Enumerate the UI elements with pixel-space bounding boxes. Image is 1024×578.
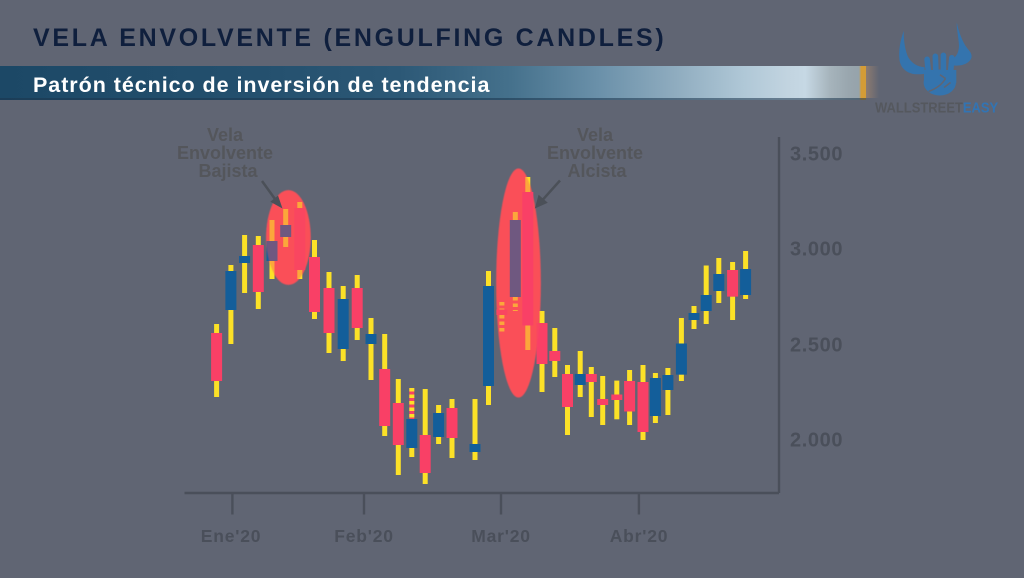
svg-text:3.000: 3.000 (790, 239, 843, 261)
svg-text:2.000: 2.000 (790, 430, 843, 452)
svg-text:Feb'20: Feb'20 (334, 526, 394, 546)
svg-text:Ene'20: Ene'20 (201, 526, 262, 546)
svg-text:Vela: Vela (577, 125, 614, 145)
svg-text:Envolvente: Envolvente (177, 143, 273, 163)
svg-text:Envolvente: Envolvente (547, 143, 643, 163)
svg-text:Abr'20: Abr'20 (610, 526, 669, 546)
svg-text:Mar'20: Mar'20 (471, 526, 531, 546)
svg-text:3.500: 3.500 (790, 144, 843, 166)
svg-text:WALLSTREETEASY: WALLSTREETEASY (875, 99, 999, 116)
svg-text:2.500: 2.500 (790, 335, 843, 357)
svg-text:Vela: Vela (207, 125, 244, 145)
svg-text:Bajista: Bajista (198, 161, 258, 181)
svg-text:Alcista: Alcista (567, 161, 627, 181)
